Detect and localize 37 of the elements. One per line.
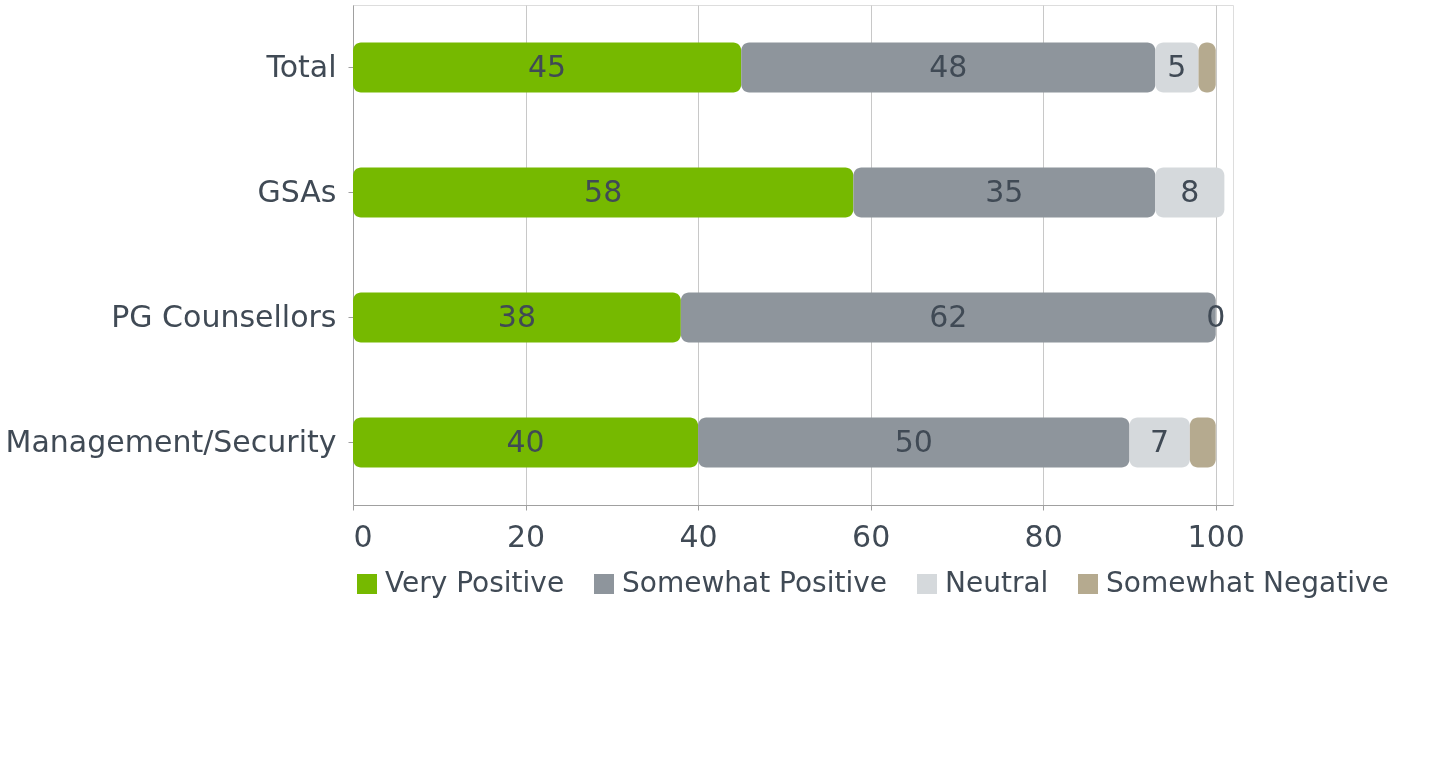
y-tick-label: GSAs [257,173,337,209]
data-label: 48 [929,48,968,84]
x-tick-label: 80 [1024,518,1063,554]
data-label: 62 [929,298,968,334]
y-tick-label: Management/Security [5,423,337,459]
x-tick-label: 0 [353,518,373,554]
y-tick-label: PG Counsellors [111,298,337,334]
data-label: 38 [497,298,537,334]
legend-label: Somewhat Positive [622,566,888,599]
bar [1129,417,1190,468]
data-label: 45 [528,48,567,84]
data-label: 35 [985,173,1024,209]
bar [1155,167,1225,218]
y-tick-label: Total [265,48,337,84]
bar [1198,42,1216,93]
x-tick-label: 40 [679,518,718,554]
data-label: 50 [894,423,933,459]
data-label: 5 [1167,48,1187,84]
x-tick-label: 20 [506,518,546,554]
data-label: 58 [584,173,623,209]
x-tick-label: 100 [1187,518,1245,554]
data-label: 8 [1180,173,1200,209]
bar [353,167,854,218]
bar [353,42,742,93]
bar [353,292,681,343]
bar [698,417,1130,468]
x-tick-label: 60 [852,518,891,554]
bar [353,417,699,468]
bar [1189,417,1216,468]
legend-label: Very Positive [385,566,565,599]
bar [741,42,1156,93]
data-label: 40 [506,423,545,459]
data-label: 7 [1150,423,1170,459]
legend-label: Neutral [945,566,1049,599]
legend-label: Somewhat Negative [1106,566,1389,599]
bar [1155,42,1199,93]
bar [853,167,1156,218]
